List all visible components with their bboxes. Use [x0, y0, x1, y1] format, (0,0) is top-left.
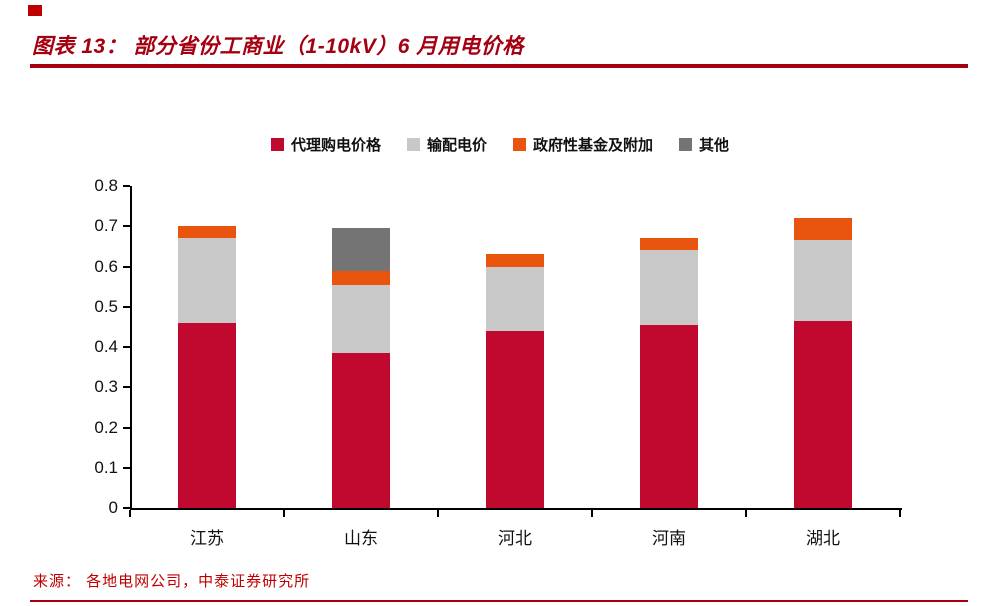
- bar-segment: [640, 324, 698, 508]
- bar-segment: [178, 238, 236, 323]
- bar-segment: [178, 226, 236, 239]
- bar-segment: [640, 250, 698, 325]
- y-tick-mark: [123, 305, 130, 308]
- legend-swatch-icon: [513, 138, 526, 151]
- legend-item: 代理购电价格: [270, 134, 381, 155]
- y-tick-label: 0.6: [94, 256, 118, 276]
- legend-item: 其他: [679, 134, 729, 155]
- bar-segment: [794, 218, 852, 241]
- y-tick-label: 0.3: [94, 377, 118, 397]
- bar-segment: [332, 353, 390, 508]
- bottom-divider: [30, 600, 968, 602]
- y-tick-mark: [123, 386, 130, 389]
- y-tick-label: 0.5: [94, 296, 118, 316]
- title-divider: [30, 64, 968, 68]
- x-tick-mark: [283, 510, 285, 517]
- legend-swatch-icon: [406, 138, 420, 151]
- bar-segment: [486, 254, 544, 267]
- bar-segment: [332, 270, 390, 285]
- y-tick-mark: [123, 265, 130, 268]
- legend-item: 政府性基金及附加: [513, 134, 653, 155]
- chart-legend: 代理购电价格 输配电价 政府性基金及附加 其他: [0, 134, 1000, 155]
- chart-title: 图表 13： 部分省份工商业（1-10kV）6 月用电价格: [32, 35, 524, 58]
- x-tick-mark: [129, 510, 131, 517]
- legend-label: 政府性基金及附加: [533, 137, 654, 154]
- x-category-label: 江苏: [190, 529, 224, 548]
- x-tick-mark: [745, 510, 747, 517]
- bar-segment: [794, 240, 852, 321]
- y-tick-label: 0.4: [94, 337, 118, 356]
- x-category-label: 山东: [344, 529, 378, 548]
- legend-swatch-icon: [270, 138, 284, 151]
- y-tick-mark: [123, 466, 130, 469]
- bar-segment: [332, 228, 390, 271]
- brand-mark-icon: [28, 5, 42, 16]
- bar-segment: [486, 266, 544, 331]
- y-tick-label: 0.8: [94, 176, 118, 195]
- plot-area: [130, 186, 902, 510]
- y-tick-label: 0: [108, 498, 118, 517]
- source-note: 来源： 各地电网公司，中泰证券研究所: [33, 573, 311, 590]
- y-tick-label: 0.1: [94, 457, 118, 477]
- legend-label: 其他: [699, 137, 730, 154]
- x-category-label: 湖北: [806, 529, 840, 548]
- legend-swatch-icon: [679, 138, 693, 151]
- x-category-label: 河南: [652, 529, 686, 548]
- bar-segment: [332, 284, 390, 354]
- x-tick-mark: [899, 510, 901, 517]
- legend-item: 输配电价: [406, 134, 487, 155]
- bar-segment: [486, 330, 544, 508]
- y-tick-label: 0.2: [94, 417, 118, 437]
- bar-segment: [178, 322, 236, 508]
- x-category-label: 河北: [498, 529, 532, 548]
- legend-label: 代理购电价格: [290, 137, 381, 154]
- y-tick-label: 0.7: [94, 216, 118, 236]
- bar-segment: [640, 238, 698, 251]
- y-tick-mark: [123, 426, 130, 429]
- x-tick-mark: [591, 510, 593, 517]
- legend-label: 输配电价: [426, 137, 487, 154]
- y-tick-mark: [123, 185, 130, 187]
- x-tick-mark: [437, 510, 439, 517]
- y-tick-mark: [123, 507, 130, 509]
- y-tick-mark: [123, 225, 130, 228]
- bar-segment: [794, 320, 852, 508]
- y-tick-mark: [123, 346, 130, 348]
